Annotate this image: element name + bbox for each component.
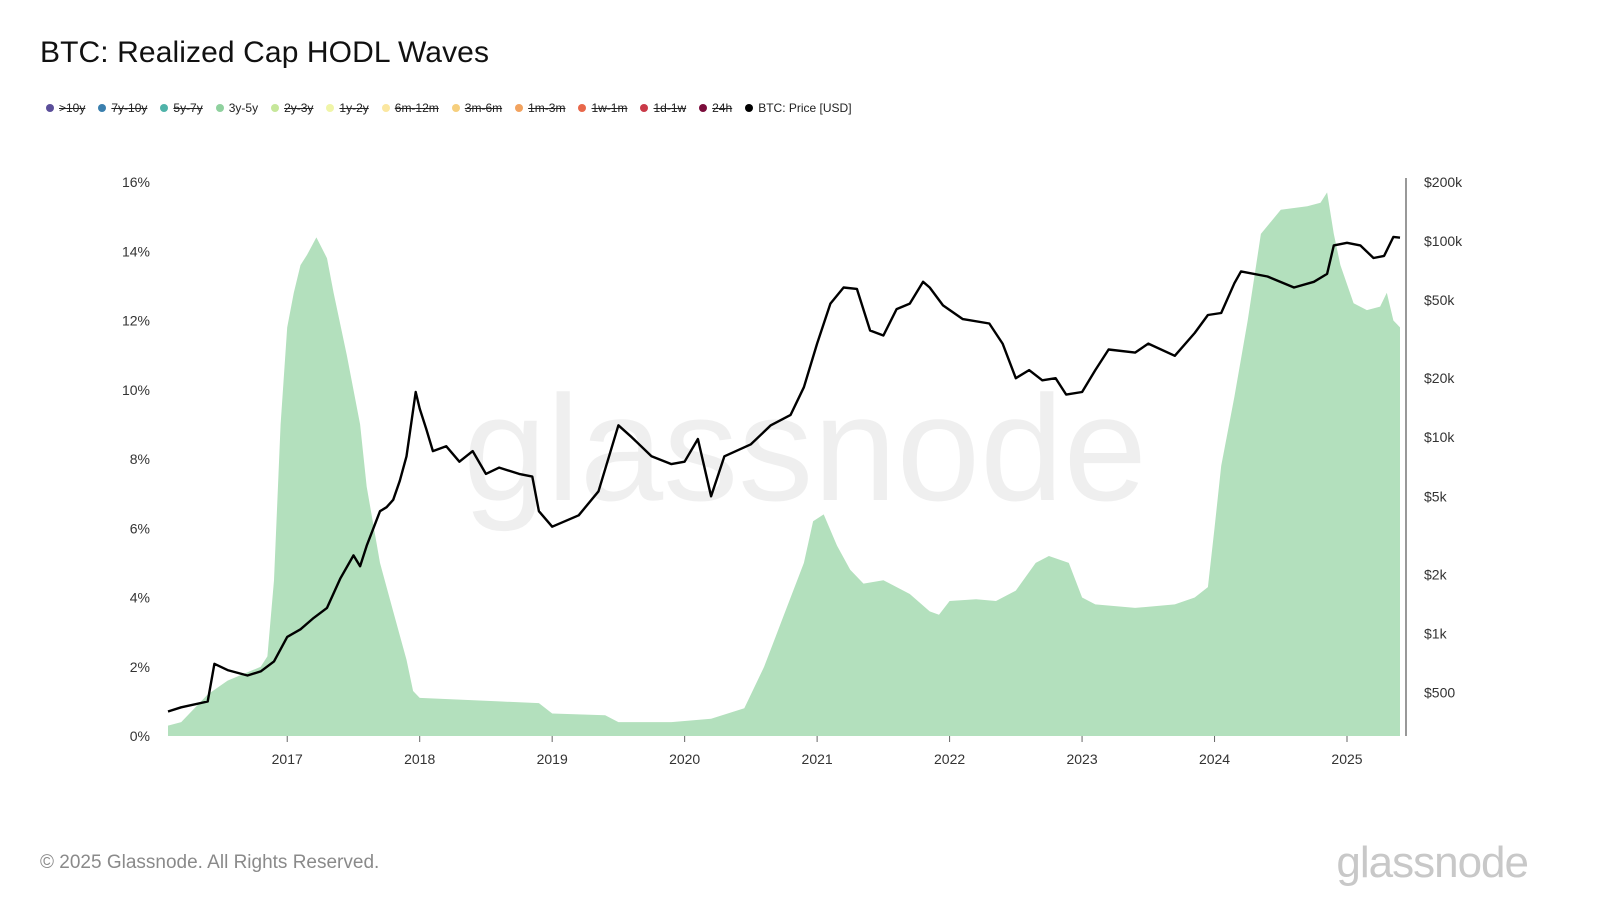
right-axis: $500 $1k $2k $5k $10k $20k $50k $100k $200k	[1424, 174, 1463, 700]
legend-label: 1d-1w	[653, 101, 687, 115]
y-right-tick-label: $200k	[1424, 174, 1463, 190]
legend-dot-icon	[451, 104, 460, 112]
legend-label: 24h	[712, 101, 733, 115]
y-left-tick-label: 16%	[122, 174, 150, 190]
legend-label: 5y-7y	[173, 101, 203, 115]
legend-label: 1y-2y	[339, 101, 369, 115]
legend-item[interactable]: 5y-7y	[160, 101, 203, 115]
legend-label: 3y-5y	[228, 101, 259, 115]
legend-dot-icon	[326, 104, 335, 112]
legend-item[interactable]: 1w-1m	[578, 101, 627, 115]
x-tick-label: 2022	[934, 751, 965, 767]
legend-label: 1w-1m	[591, 101, 628, 115]
legend-dot-icon	[215, 104, 224, 112]
legend-label: 3m-6m	[464, 101, 503, 115]
series-line-btc-price	[167, 235, 1401, 713]
glassnode-logo: glassnode	[1336, 838, 1529, 887]
legend-item[interactable]: >10y	[46, 101, 85, 115]
legend-item[interactable]: BTC: Price [USD]	[745, 101, 852, 115]
x-tick-label: 2021	[802, 751, 833, 767]
y-left-tick-label: 0%	[130, 728, 150, 744]
y-left-tick-label: 10%	[122, 382, 150, 398]
legend-item[interactable]: 24h	[699, 101, 732, 115]
legend-item[interactable]: 2y-3y	[271, 101, 313, 115]
x-tick-label: 2024	[1199, 751, 1230, 767]
x-tick-label: 2018	[404, 751, 435, 767]
legend-label: >10y	[59, 101, 86, 115]
x-tick-label: 2017	[272, 751, 303, 767]
legend-item[interactable]: 1y-2y	[326, 101, 369, 115]
y-right-tick-label: $50k	[1424, 292, 1455, 308]
y-right-tick-label: $20k	[1424, 370, 1455, 386]
legend-dot-icon	[745, 104, 754, 112]
legend-dot-icon	[640, 104, 649, 112]
legend-item[interactable]: 6m-12m	[381, 101, 439, 115]
legend-dot-icon	[98, 104, 107, 112]
legend-dot-icon	[271, 104, 280, 112]
y-left-tick-label: 6%	[130, 520, 150, 536]
legend-dot-icon	[160, 104, 169, 112]
y-right-tick-label: $1k	[1424, 625, 1448, 641]
series-area-3y-5y	[168, 192, 1400, 736]
legend-dot-icon	[515, 104, 524, 112]
y-right-tick-label: $10k	[1424, 429, 1455, 445]
x-tick-label: 2023	[1066, 751, 1097, 767]
legend-item[interactable]: 1d-1w	[640, 101, 686, 115]
legend-dot-icon	[699, 104, 708, 112]
x-tick-label: 2019	[537, 751, 568, 767]
legend-label: 7y-10y	[111, 101, 148, 115]
legend-label: 6m-12m	[394, 101, 439, 115]
y-right-tick-label: $100k	[1424, 233, 1463, 249]
legend-item[interactable]: 3y-5y	[215, 101, 259, 115]
legend-label: 2y-3y	[284, 101, 314, 115]
legend-item[interactable]: 7y-10y	[98, 101, 147, 115]
y-left-tick-label: 8%	[130, 451, 150, 467]
copyright-footer: © 2025 Glassnode. All Rights Reserved.	[40, 852, 380, 873]
y-left-tick-label: 14%	[122, 243, 150, 259]
x-tick-label: 2025	[1331, 751, 1362, 767]
y-left-tick-label: 12%	[122, 313, 150, 329]
legend-label: 1m-3m	[528, 101, 566, 115]
chart-legend: >10y 7y-10y 5y-7y 3y-5y 2y-3y 1y-2y 6m-12m 3m-6…	[46, 101, 865, 115]
watermark: glassnode	[463, 364, 1147, 532]
y-left-tick-label: 4%	[130, 590, 150, 606]
legend-dot-icon	[578, 104, 587, 112]
y-right-tick-label: $5k	[1424, 488, 1448, 504]
y-right-tick-label: $2k	[1424, 566, 1448, 582]
y-left-tick-label: 2%	[130, 659, 150, 675]
page-title: BTC: Realized Cap HODL Waves	[40, 36, 490, 69]
legend-dot-icon	[381, 104, 390, 112]
left-axis: 0% 2% 4% 6% 8% 10% 12% 14% 16%	[122, 174, 150, 744]
legend-item[interactable]: 1m-3m	[515, 101, 565, 115]
legend-label: BTC: Price [USD]	[758, 101, 852, 115]
legend-item[interactable]: 3m-6m	[451, 101, 503, 115]
legend-dot-icon	[46, 104, 54, 112]
x-tick-label: 2020	[669, 751, 700, 767]
x-axis: 2017 2018 2019 2020 2021 2022 2023 2024 2025	[272, 736, 1363, 767]
y-right-tick-label: $500	[1424, 684, 1455, 700]
